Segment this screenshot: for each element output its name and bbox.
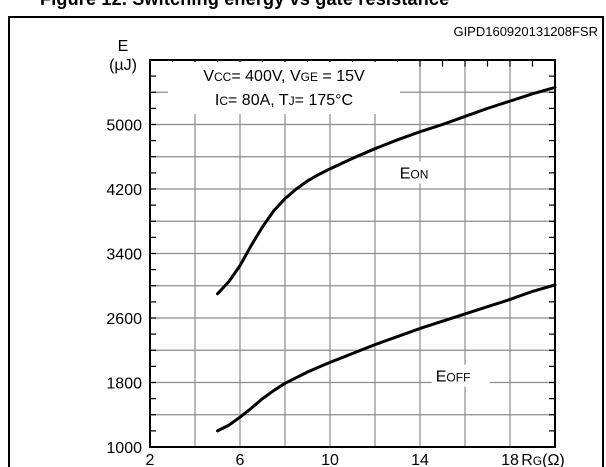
series-label-eoff: EOFF <box>436 369 471 386</box>
x-tick-label: 14 <box>411 452 429 467</box>
page-title: Figure 12. Switching energy vs gate resi… <box>40 0 449 10</box>
x-axis-label-sub: G <box>533 454 542 467</box>
y-tick-label: 1800 <box>106 376 142 393</box>
y-tick-label: 1000 <box>106 440 142 457</box>
condition-subscript: C <box>219 94 228 108</box>
condition-text: I <box>215 92 219 109</box>
chart-labels: 1000 1800 2600 3400 4200 5000 2 6 10 14 18 E (µJ) RG(… <box>106 38 564 467</box>
y-tick-label: 5000 <box>106 118 142 135</box>
x-axis-label: RG(Ω) <box>521 452 565 467</box>
condition-line: IC= 80A, TJ= 175°C <box>215 92 353 109</box>
condition-text: V <box>203 68 214 85</box>
y-axis-label: E <box>118 38 129 55</box>
y-tick-label: 2600 <box>106 311 142 328</box>
x-tick-label: 6 <box>236 452 245 467</box>
series-label-sub: OFF <box>446 371 470 385</box>
y-tick-label: 4200 <box>106 182 142 199</box>
conditions-box <box>168 62 400 114</box>
y-ticks <box>150 60 555 432</box>
condition-text: = 175°C <box>295 92 353 109</box>
condition-subscript: CC <box>214 70 232 84</box>
x-axis-label-main: R <box>521 452 533 467</box>
series-line-eon <box>216 85 557 296</box>
plot-border <box>149 59 556 448</box>
y-tick-label: 3400 <box>106 247 142 264</box>
x-tick-label: 10 <box>321 452 339 467</box>
series-label-main: E <box>400 166 411 183</box>
x-tick-label: 2 <box>146 452 155 467</box>
series-line-eoff <box>216 283 557 433</box>
series-label-bg <box>431 364 490 387</box>
condition-subscript: J <box>289 94 295 108</box>
y-axis-unit: (µJ) <box>109 57 137 74</box>
figure-frame <box>8 16 604 467</box>
x-tick-label: 18 <box>501 452 519 467</box>
condition-line: VCC= 400V, VGE = 15V <box>203 68 365 85</box>
figure-code: GIPD160920131208FSR <box>453 24 598 39</box>
condition-subscript: GE <box>301 70 318 84</box>
grid <box>150 60 555 447</box>
condition-text: = 15V <box>318 68 365 85</box>
x-axis-label-unit: (Ω) <box>542 452 565 467</box>
series-label-sub: ON <box>410 168 428 182</box>
series-label-main: E <box>436 369 447 386</box>
series-label-bg <box>395 161 442 184</box>
condition-text: = 400V, V <box>231 68 301 85</box>
series-label-eon: EON <box>400 166 429 183</box>
condition-text: = 80A, T <box>228 92 289 109</box>
series-lines <box>216 85 557 433</box>
